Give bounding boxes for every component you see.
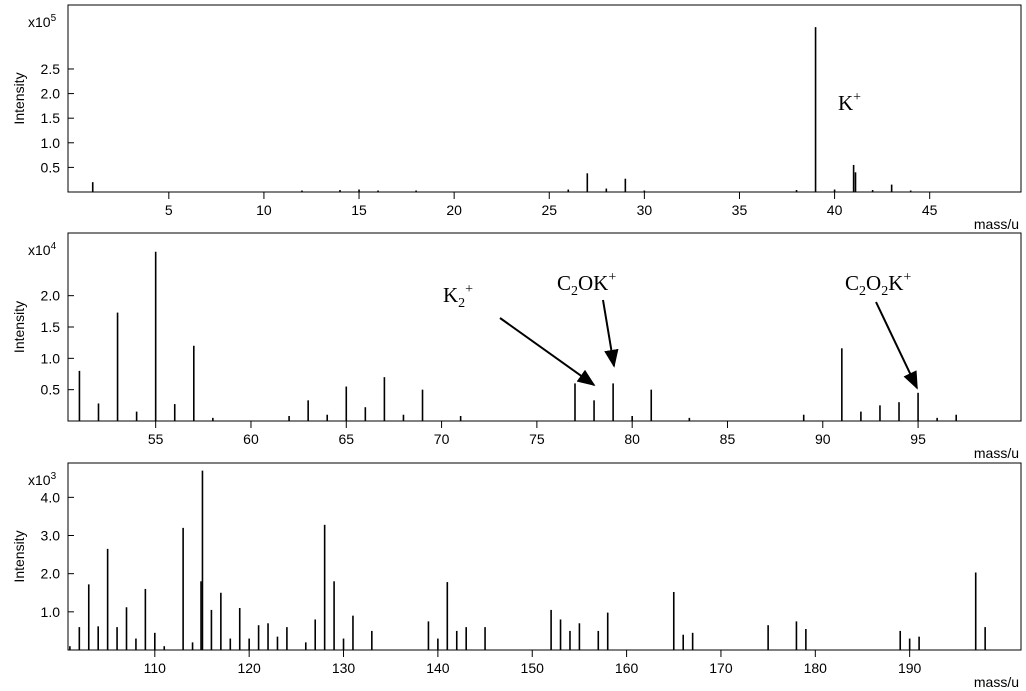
annotation-part: 2 bbox=[859, 284, 866, 299]
x-tick-label: 120 bbox=[237, 660, 261, 676]
scale-factor: x103 bbox=[28, 471, 57, 488]
x-tick-label: 80 bbox=[624, 431, 640, 447]
y-tick-label: 1.5 bbox=[41, 110, 61, 126]
plot-frame bbox=[67, 462, 1022, 651]
annotation-arrow bbox=[602, 299, 619, 368]
x-tick-label: 55 bbox=[148, 431, 164, 447]
y-tick-label: 0.5 bbox=[41, 382, 61, 398]
annotation: C2OK+ bbox=[557, 270, 616, 299]
annotation-part: O bbox=[866, 271, 881, 295]
annotation-part: K bbox=[443, 283, 458, 307]
y-axis-label: Intensity bbox=[11, 530, 27, 582]
x-tick-label: 85 bbox=[720, 431, 736, 447]
x-tick-label: 25 bbox=[541, 202, 557, 218]
y-tick-label: 4.0 bbox=[41, 489, 61, 505]
annotation-arrow bbox=[499, 317, 596, 387]
scale-factor: x104 bbox=[28, 241, 57, 258]
y-tick-label: 1.0 bbox=[41, 135, 61, 151]
annotation-part: C bbox=[557, 271, 571, 295]
x-tick-label: 60 bbox=[243, 431, 259, 447]
x-tick-label: 10 bbox=[256, 202, 272, 218]
x-tick-label: 5 bbox=[165, 202, 173, 218]
y-tick-label: 0.5 bbox=[41, 159, 61, 175]
x-tick-label: 35 bbox=[732, 202, 748, 218]
y-axis-label: Intensity bbox=[11, 301, 27, 353]
scale-exponent: 3 bbox=[51, 471, 57, 482]
y-tick-label: 1.0 bbox=[41, 350, 61, 366]
annotation-part: + bbox=[903, 270, 911, 285]
scale-exponent: 5 bbox=[51, 13, 57, 24]
x-tick-label: 75 bbox=[529, 431, 545, 447]
annotation-part: 2 bbox=[571, 284, 578, 299]
scale-base: x10 bbox=[28, 472, 51, 488]
scale-exponent: 4 bbox=[51, 241, 57, 252]
x-tick-label: 15 bbox=[351, 202, 367, 218]
annotation-part: 2 bbox=[881, 284, 888, 299]
x-tick-label: 110 bbox=[144, 660, 167, 676]
annotation-arrow bbox=[875, 301, 918, 390]
x-axis-label: mass/u bbox=[974, 216, 1019, 232]
x-axis-label: mass/u bbox=[974, 445, 1019, 461]
y-tick-label: 2.5 bbox=[41, 61, 61, 77]
y-tick-label: 1.5 bbox=[41, 319, 61, 335]
annotation: C2O2K+ bbox=[845, 270, 911, 299]
annotation-part: C bbox=[845, 271, 859, 295]
scale-base: x10 bbox=[28, 14, 51, 30]
x-tick-label: 70 bbox=[434, 431, 450, 447]
x-tick-label: 140 bbox=[426, 660, 450, 676]
annotation: K+ bbox=[838, 90, 861, 115]
y-tick-label: 2.0 bbox=[41, 86, 61, 102]
annotation-part: + bbox=[465, 282, 473, 297]
x-tick-label: 40 bbox=[827, 202, 843, 218]
scale-factor: x105 bbox=[28, 13, 57, 30]
x-tick-label: 95 bbox=[910, 431, 926, 447]
x-tick-label: 90 bbox=[815, 431, 831, 447]
x-tick-label: 150 bbox=[521, 660, 545, 676]
plot-frame bbox=[67, 232, 1022, 422]
annotation: K2+ bbox=[443, 282, 473, 311]
scale-base: x10 bbox=[28, 242, 51, 258]
x-tick-label: 65 bbox=[338, 431, 354, 447]
x-tick-label: 190 bbox=[898, 660, 922, 676]
annotation-part: K bbox=[888, 271, 903, 295]
x-tick-label: 130 bbox=[332, 660, 356, 676]
x-tick-label: 20 bbox=[446, 202, 462, 218]
plot-frame bbox=[67, 4, 1022, 193]
annotation-part: 2 bbox=[458, 296, 465, 311]
annotation-part: + bbox=[608, 270, 616, 285]
x-axis-label: mass/u bbox=[974, 674, 1019, 690]
y-tick-label: 2.0 bbox=[41, 566, 61, 582]
annotation-part: OK bbox=[578, 271, 608, 295]
y-axis-label: Intensity bbox=[11, 72, 27, 124]
x-tick-label: 45 bbox=[922, 202, 938, 218]
x-tick-label: 160 bbox=[615, 660, 639, 676]
annotation-part: K bbox=[838, 91, 853, 115]
x-tick-label: 180 bbox=[804, 660, 828, 676]
x-tick-label: 170 bbox=[709, 660, 733, 676]
y-tick-label: 1.0 bbox=[41, 604, 61, 620]
annotation-part: + bbox=[853, 90, 861, 105]
y-tick-label: 2.0 bbox=[41, 288, 61, 304]
x-tick-label: 30 bbox=[637, 202, 653, 218]
y-tick-label: 3.0 bbox=[41, 528, 61, 544]
